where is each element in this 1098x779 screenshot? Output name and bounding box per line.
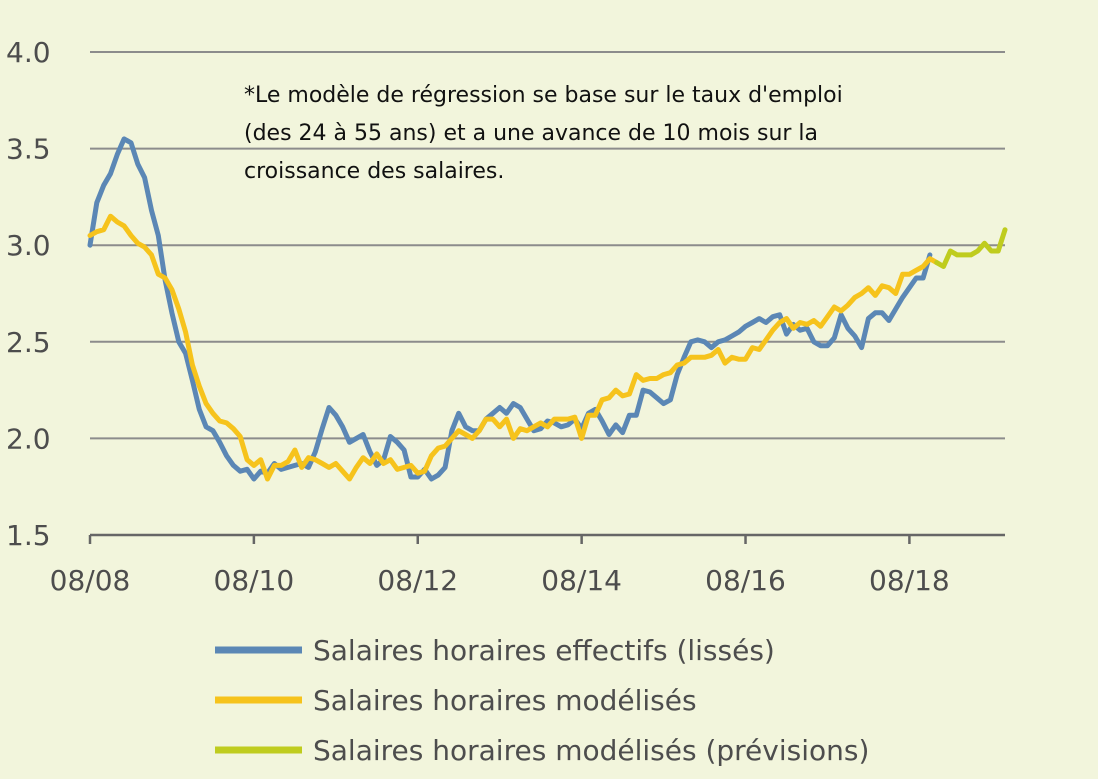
series-lines [87, 136, 1008, 482]
x-tick-label: 08/14 [541, 564, 622, 597]
legend-item-modelises: Salaires horaires modélisés [215, 684, 697, 717]
y-tick-label: 3.0 [6, 229, 51, 262]
x-tick-label: 08/18 [869, 564, 950, 597]
legend-label: Salaires horaires effectifs (lissés) [313, 634, 775, 667]
gridlines [90, 51, 1005, 440]
x-tick-label: 08/12 [377, 564, 458, 597]
series-line-previsions [934, 227, 1008, 269]
x-tick-label: 08/08 [50, 564, 131, 597]
note-line: croissance des salaires. [244, 159, 504, 184]
y-tick-label: 2.0 [6, 422, 51, 455]
y-tick-label: 1.5 [6, 519, 51, 552]
legend-label: Salaires horaires modélisés [313, 684, 697, 717]
regression-note: *Le modèle de régression se base sur le … [244, 83, 843, 184]
legend-item-effectifs: Salaires horaires effectifs (lissés) [215, 634, 775, 667]
series-line-effectifs [87, 136, 933, 482]
axes: 1.5 2.0 2.5 3.0 3.5 4.0 08/08 08/10 08/12 08/14 08… [6, 36, 1005, 597]
legend-item-previsions: Salaires horaires modélisés (prévisions) [215, 734, 869, 767]
note-line: *Le modèle de régression se base sur le … [244, 83, 843, 108]
y-tick-label: 4.0 [6, 36, 51, 69]
y-tick-label: 3.5 [6, 133, 51, 166]
y-tick-label: 2.5 [6, 326, 51, 359]
note-line: (des 24 à 55 ans) et a une avance de 10 … [244, 121, 818, 146]
x-tick-label: 08/16 [705, 564, 786, 597]
x-tick-label: 08/10 [214, 564, 295, 597]
legend: Salaires horaires effectifs (lissés) Sala… [215, 634, 869, 767]
series-line-modelises [87, 213, 940, 482]
legend-label: Salaires horaires modélisés (prévisions) [313, 734, 869, 767]
